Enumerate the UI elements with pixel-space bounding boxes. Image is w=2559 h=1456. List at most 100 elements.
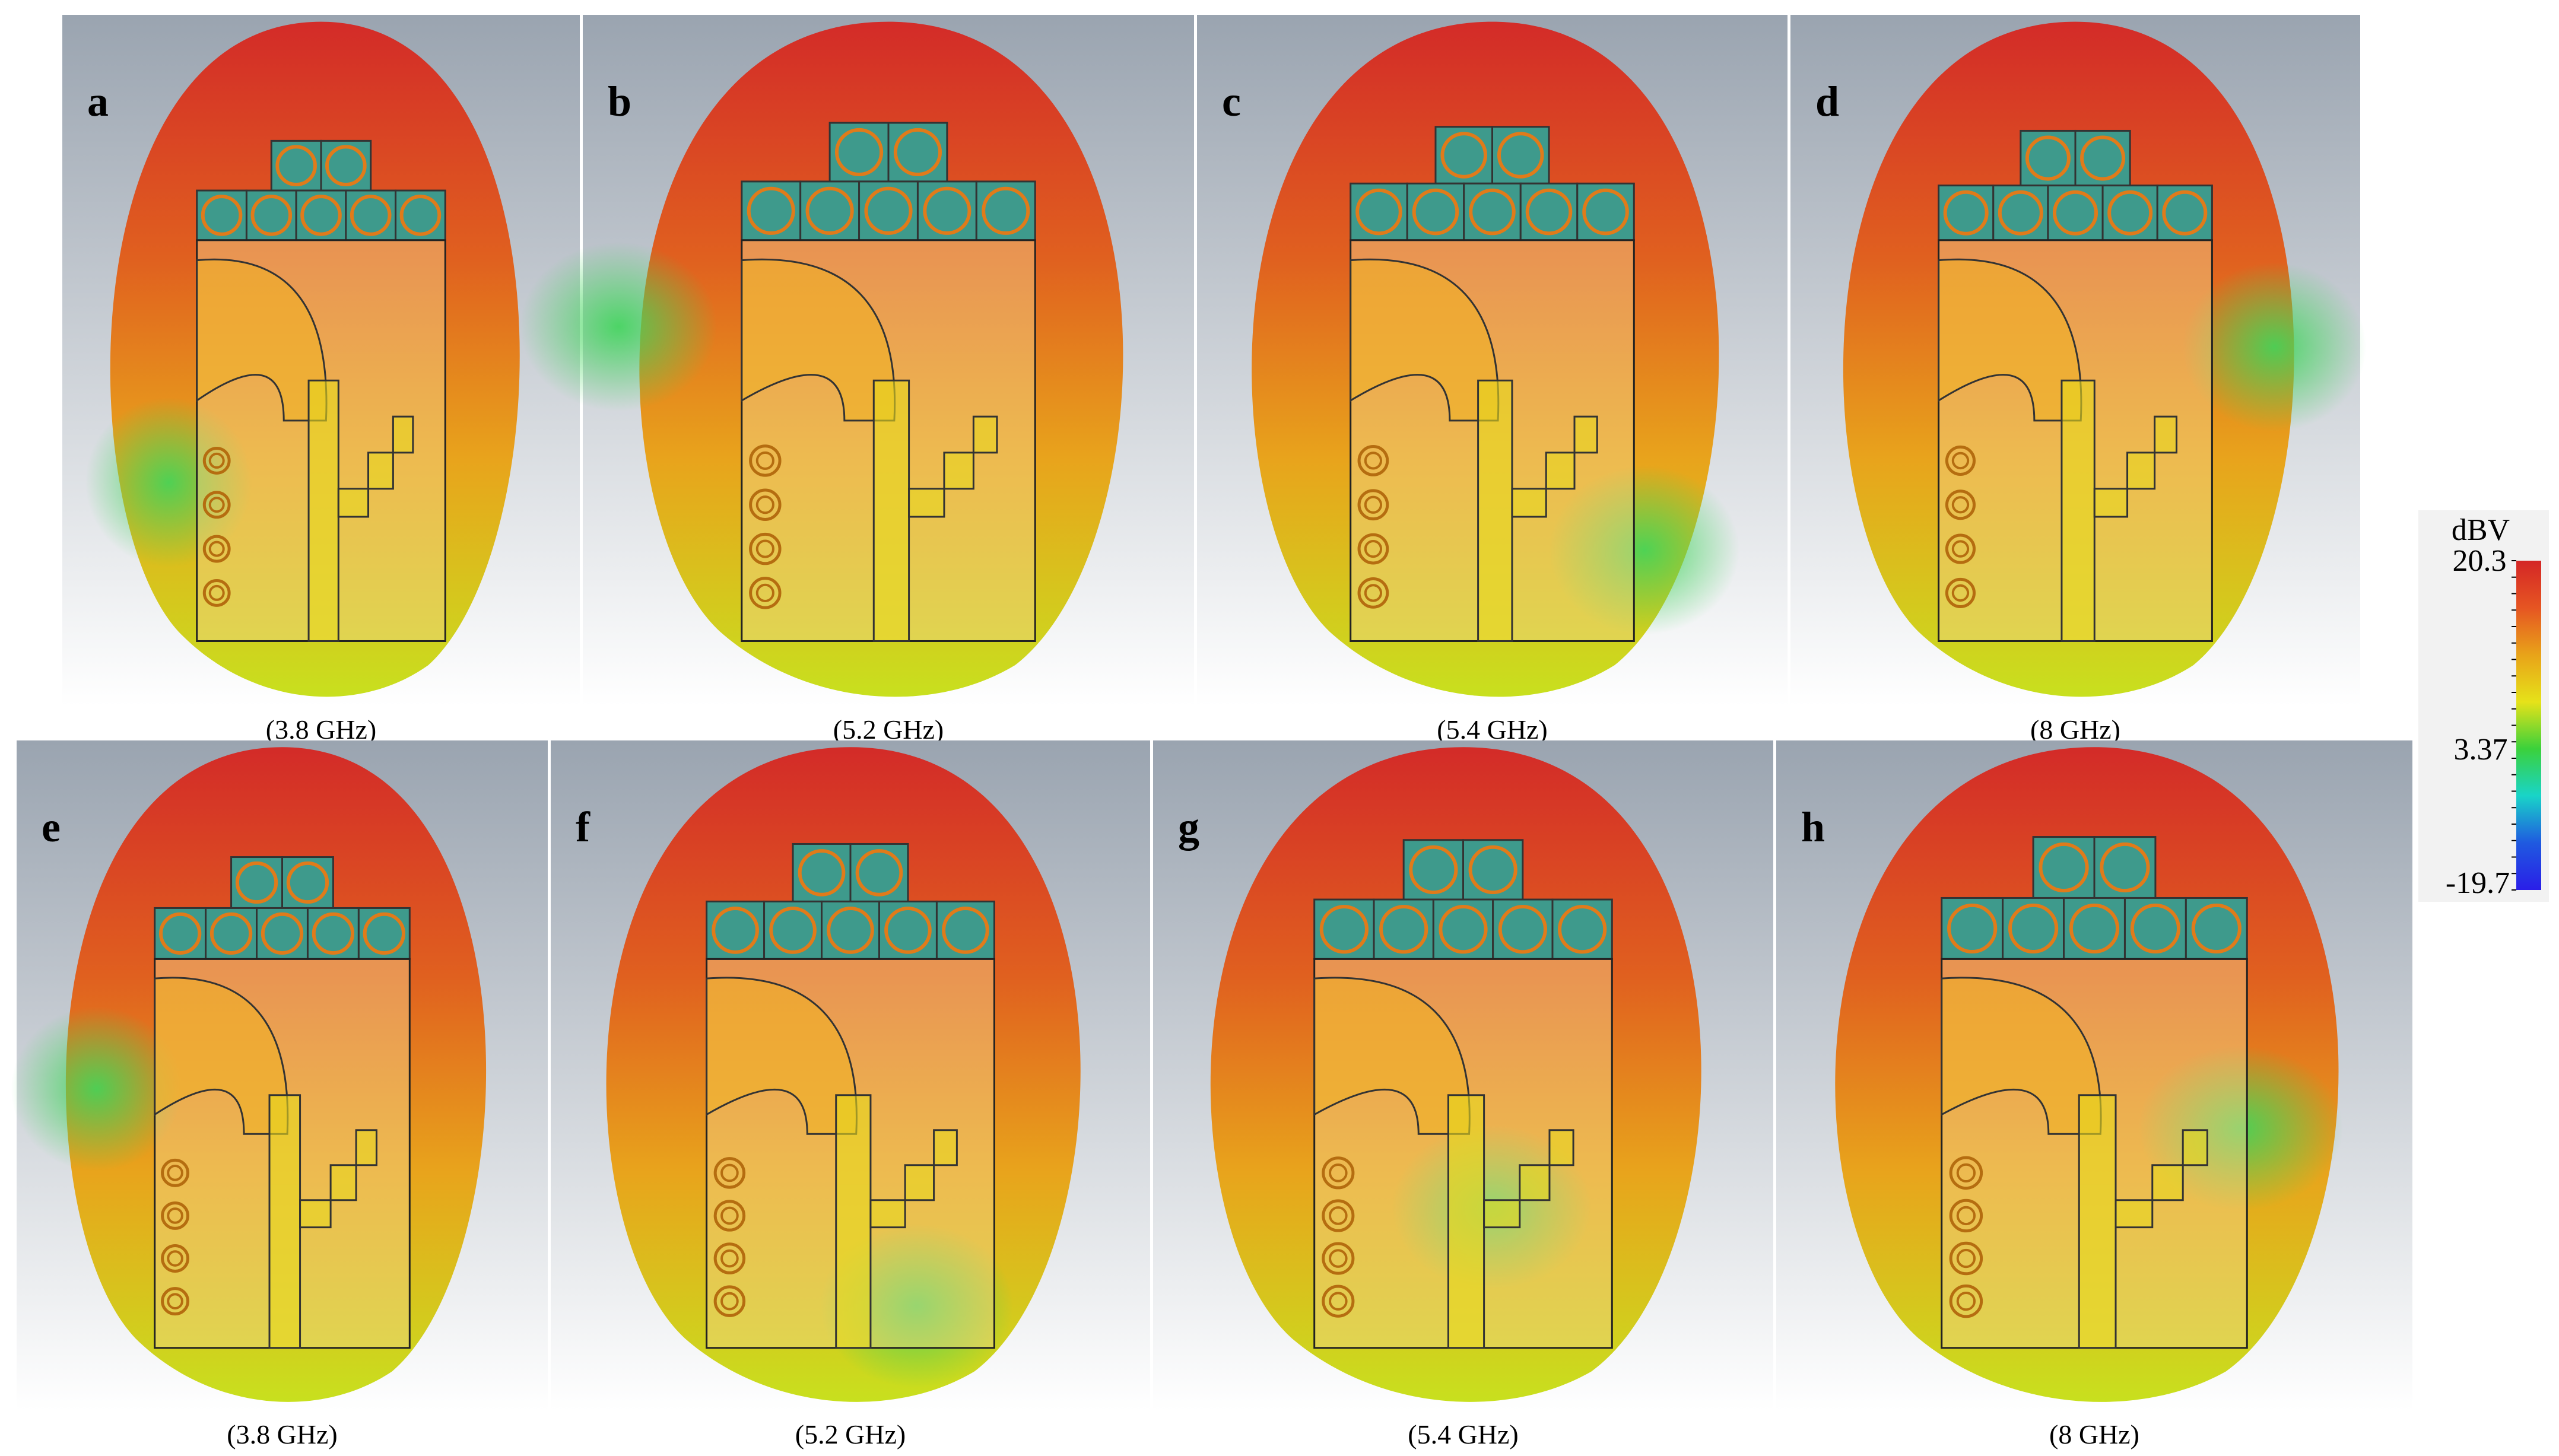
panel-caption-f: (5.2 GHz)	[795, 1419, 906, 1449]
ring-resonator	[1357, 445, 1389, 476]
ring-resonator	[1322, 1285, 1355, 1318]
ring-resonator	[749, 577, 782, 609]
cell-ring	[1440, 132, 1488, 179]
metasurface-cell	[1462, 839, 1524, 901]
cell-ring	[2039, 842, 2089, 893]
ring-resonator	[1945, 577, 1976, 608]
ring-resonator-inner	[1364, 452, 1383, 470]
ring-resonator	[713, 1200, 746, 1232]
ring-resonator-inner	[1951, 452, 1970, 470]
null-region	[2183, 262, 2367, 432]
panel-caption-e: (3.8 GHz)	[227, 1419, 338, 1449]
panels-layer: a (3.8 GHz) b (5.2 GHz) c (5.4 GHz) d (8 GHz) e (…	[11, 15, 2412, 1449]
cell-ring	[855, 849, 903, 897]
cell-ring	[893, 128, 942, 177]
ring-resonator-inner	[720, 1206, 739, 1225]
colorbar-ticks	[2512, 560, 2516, 891]
ring-resonator	[1322, 1156, 1355, 1190]
cell-ring	[834, 128, 884, 177]
matching-stub	[869, 1129, 958, 1229]
cell-ring	[2130, 903, 2181, 954]
panel-caption-d: (8 GHz)	[2030, 714, 2120, 745]
ring-resonator-inner	[167, 1165, 183, 1181]
panel-caption-c: (5.4 GHz)	[1437, 714, 1548, 745]
cell-ring	[864, 186, 913, 235]
ring-resonator-inner	[720, 1292, 739, 1311]
metasurface-cell	[799, 180, 861, 241]
ring-resonator	[1949, 1241, 1983, 1276]
ring-resonator-inner	[1956, 1206, 1976, 1226]
ring-resonator	[749, 444, 782, 477]
metasurface-cell	[154, 907, 207, 960]
colorbar-gradient	[2516, 561, 2541, 890]
cell-ring	[2107, 190, 2153, 236]
cell-ring	[1412, 188, 1459, 236]
cell-ring	[884, 907, 932, 954]
metasurface-cell	[1492, 898, 1554, 960]
cell-ring	[1468, 845, 1517, 895]
cell-ring	[261, 912, 304, 955]
ring-resonator	[713, 1157, 746, 1189]
metasurface-cell	[281, 856, 334, 909]
cell-ring	[712, 907, 759, 954]
cell-ring	[2191, 903, 2241, 954]
metasurface-cell	[1434, 126, 1493, 185]
ring-resonator-inner	[208, 584, 225, 601]
cell-ring	[805, 186, 854, 235]
metasurface-cell	[256, 907, 309, 960]
cell-ring	[942, 907, 989, 954]
ring-resonator-inner	[720, 1249, 739, 1268]
antenna-layout	[1938, 129, 2213, 642]
colorbar-legend: dBV 20.3 3.37 -19.7	[2418, 510, 2549, 902]
cell-ring	[827, 907, 874, 954]
pattern-panel-f: f (5.2 GHz)	[551, 740, 1150, 1449]
ring-resonator-inner	[208, 541, 225, 557]
cell-ring	[2069, 903, 2120, 954]
metasurface-cell	[245, 189, 297, 241]
cell-ring	[769, 907, 817, 954]
pattern-panel-c: c (5.4 GHz)	[1197, 15, 1788, 745]
ring-resonator-inner	[1329, 1249, 1348, 1268]
metasurface-cell	[1373, 898, 1434, 960]
ring-resonator-inner	[167, 1293, 183, 1309]
ring-resonator	[1945, 533, 1976, 564]
cell-ring	[1998, 190, 2043, 236]
null-region	[1549, 465, 1740, 635]
metasurface-cell	[2123, 897, 2187, 960]
colorbar-unit: dBV	[2452, 513, 2510, 547]
antenna-layout	[706, 843, 995, 1349]
cell-ring	[1525, 188, 1573, 236]
metasurface-cell	[2185, 897, 2248, 960]
metasurface-cell	[821, 900, 880, 960]
cell-ring	[286, 861, 329, 904]
ring-resonator	[202, 535, 231, 563]
ring-resonator-inner	[208, 497, 225, 513]
cell-ring	[325, 145, 367, 187]
null-region	[2138, 1046, 2344, 1211]
cell-ring	[1498, 905, 1547, 954]
ring-resonator-inner	[720, 1163, 739, 1182]
ring-resonator	[1945, 445, 1976, 476]
cell-ring	[1558, 905, 1607, 954]
cell-ring	[2008, 903, 2059, 954]
pattern-panel-g: g (5.4 GHz)	[1153, 740, 1773, 1449]
cell-ring	[2100, 842, 2150, 893]
cell-ring	[1409, 845, 1458, 895]
metasurface-cell	[1432, 898, 1494, 960]
pattern-panel-d: d (8 GHz)	[1790, 15, 2367, 745]
metasurface-cell	[2074, 129, 2131, 187]
ring-resonator	[749, 488, 782, 521]
ring-resonator	[202, 446, 231, 475]
cell-ring	[1469, 188, 1516, 236]
ring-resonator	[161, 1201, 190, 1230]
cell-ring	[1319, 905, 1369, 954]
cell-ring	[2052, 190, 2098, 236]
feed-line	[835, 1094, 872, 1349]
metasurface-cell	[230, 856, 283, 909]
cell-ring	[2080, 135, 2126, 181]
ring-resonator	[161, 1244, 190, 1273]
cell-ring	[159, 912, 202, 955]
feed-line	[872, 379, 910, 642]
feed-line	[268, 1094, 301, 1349]
antenna-layout	[154, 856, 411, 1349]
